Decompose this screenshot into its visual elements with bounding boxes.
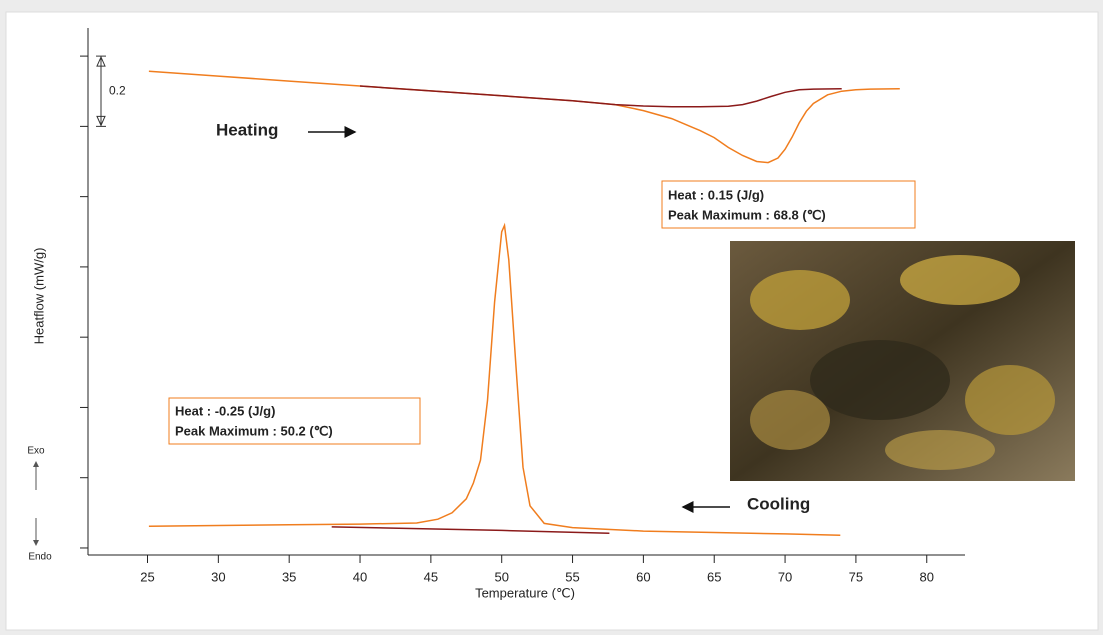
x-tick-label: 40 [353,569,367,584]
x-tick-label: 80 [920,569,934,584]
curve [148,222,841,537]
x-tick-label: 45 [424,569,438,584]
x-tick-label: 35 [282,569,296,584]
annotation-text: Peak Maximum : 68.8 (℃) [668,207,826,222]
curve [359,85,842,108]
photo [730,241,1075,481]
annotation-box: Heat : -0.25 (J/g) Peak Maximum : 50.2 (… [168,397,421,445]
y-axis-label: Heatflow (mW/g) [31,248,46,345]
cooling-label: Cooling [747,494,810,513]
annotation-text: Peak Maximum : 50.2 (℃) [175,423,333,438]
x-tick-label: 75 [849,569,863,584]
x-tick-label: 55 [565,569,579,584]
curve [331,526,610,534]
x-tick-label: 70 [778,569,792,584]
scale-label: 0.2 [109,83,126,97]
x-tick-label: 25 [140,569,154,584]
x-tick-label: 60 [636,569,650,584]
scale-arrow [96,115,106,127]
annotation-box: Heat : 0.15 (J/g) Peak Maximum : 68.8 (℃… [661,180,916,229]
heating-label: Heating [216,120,278,139]
x-tick-label: 50 [494,569,508,584]
x-tick-label: 30 [211,569,225,584]
x-axis-label: Temperature (℃) [475,585,575,600]
x-tick-label: 65 [707,569,721,584]
exo-label: Exo [27,446,45,457]
annotation-text: Heat : -0.25 (J/g) [175,403,275,418]
scale-arrow [96,55,106,67]
annotation-text: Heat : 0.15 (J/g) [668,187,764,202]
endo-label: Endo [28,552,52,563]
